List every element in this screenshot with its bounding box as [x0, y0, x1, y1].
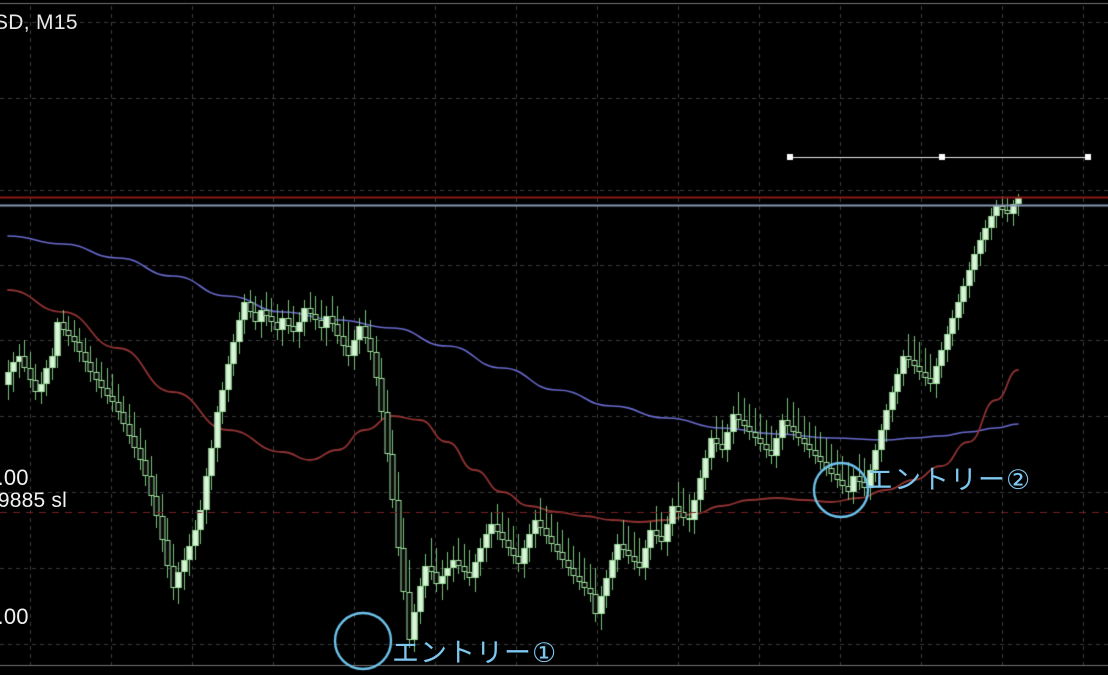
price-chart-canvas[interactable]: [0, 0, 1108, 675]
chart-window[interactable]: SD, M15 ).00 39885 sl ).00 エントリー① エントリー②: [0, 0, 1108, 675]
